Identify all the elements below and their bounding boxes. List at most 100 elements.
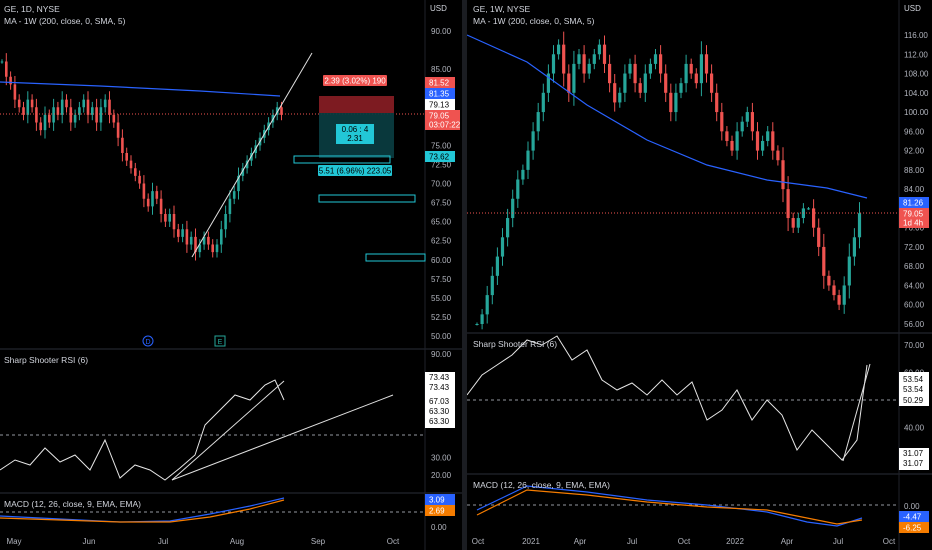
left-chart-panel[interactable]: 90.0085.0080.0075.0072.5070.0067.5065.00… [0, 0, 462, 550]
candle-body [720, 112, 724, 132]
rsi-trendline-1[interactable] [171, 380, 285, 481]
ma-legend[interactable]: MA - 1W (200, close, 0, SMA, 5) [4, 16, 126, 26]
candle-body [95, 107, 98, 123]
price-tick: 52.50 [431, 313, 452, 322]
price-label-white-text: 79.13 [429, 101, 450, 110]
price-tick: 40.00 [904, 424, 925, 433]
candle-body [215, 244, 219, 253]
symbol-title[interactable]: GE, 1W, NYSE [473, 4, 531, 14]
last-price-label [425, 110, 460, 130]
candle-body [643, 73, 647, 93]
candle-body [730, 140, 734, 151]
candle-body [151, 191, 154, 207]
right-chart-panel[interactable]: 116.00 112.00 108.00 104.00 100.00 96.00 92.00… [467, 0, 932, 550]
candle-body [567, 73, 571, 93]
dividend-icon[interactable] [142, 335, 154, 347]
macd-label-orange [899, 522, 929, 533]
price-box-3[interactable] [365, 253, 426, 262]
price-tick: 72.50 [431, 160, 452, 169]
price-tick: 75.00 [431, 141, 452, 150]
rsi-trendline[interactable] [842, 363, 871, 462]
candle-body [129, 160, 133, 169]
rsi-value-label: 31.07 [903, 449, 924, 458]
price-box-2[interactable] [318, 194, 416, 203]
candle-body [725, 131, 729, 141]
candle-body [659, 54, 663, 74]
price-tick: 56.00 [904, 320, 925, 329]
candle-body [852, 237, 856, 257]
macd-legend[interactable]: MACD (12, 26, close, 9, EMA, EMA) [473, 480, 610, 490]
trendline-drawing[interactable] [191, 52, 313, 258]
candle-body [628, 63, 632, 74]
rsi-trendline-2[interactable] [171, 394, 394, 481]
candle-body [613, 83, 617, 103]
panel-divider[interactable] [462, 0, 467, 550]
countdown-text: 03:07:22 [429, 121, 461, 130]
candle-body [812, 208, 816, 228]
price-label-cyan-text: 73.62 [429, 153, 450, 162]
earnings-icon[interactable] [214, 335, 226, 347]
candle-body [837, 295, 841, 305]
candle-body [786, 189, 790, 219]
macd-legend[interactable]: MACD (12, 26, close, 9, EMA, EMA) [4, 499, 141, 509]
candle-body [0, 61, 4, 63]
right-chart-canvas[interactable]: 116.00 112.00 108.00 104.00 100.00 96.00 92.00… [467, 0, 932, 550]
macd-label-blue-text: -4.47 [903, 513, 922, 522]
position-stop-zone[interactable] [319, 96, 394, 113]
candle-body [536, 112, 540, 132]
candle-body [69, 107, 73, 123]
price-tick: 50.00 [431, 332, 452, 341]
candle-body [168, 214, 171, 222]
ma-legend[interactable]: MA - 1W (200, close, 0, SMA, 5) [473, 16, 595, 26]
price-tick: 76.00 [904, 224, 925, 233]
rsi-value-label: 63.30 [429, 407, 450, 416]
candle-body [275, 107, 279, 115]
left-chart-canvas[interactable]: 90.0085.0080.0075.0072.5070.0067.5065.00… [0, 0, 462, 550]
price-tick: 90.00 [431, 350, 452, 359]
candle-body [827, 275, 831, 286]
time-tick: Oct [883, 537, 896, 546]
candle-body [557, 44, 561, 55]
symbol-title[interactable]: GE, 1D, NYSE [4, 4, 60, 14]
candle-body [43, 114, 47, 131]
candle-body [699, 54, 703, 84]
price-tick: 60.00 [431, 256, 452, 265]
candle-body [490, 275, 494, 296]
candle-body [65, 99, 68, 108]
rsi-line [467, 335, 868, 461]
candle-body [791, 218, 795, 228]
candle-body [735, 131, 739, 151]
price-tick: 96.00 [904, 127, 925, 136]
candle-body [755, 131, 760, 151]
candle-body [475, 324, 479, 325]
candle-body [5, 61, 8, 77]
candle-body [592, 54, 596, 64]
candle-body [198, 244, 202, 253]
candle-body [551, 54, 556, 74]
candle-body [847, 256, 851, 286]
rsi-value-label: 63.30 [429, 417, 450, 426]
macd-label-orange-text: 2.69 [429, 507, 445, 516]
candle-body [602, 44, 607, 64]
time-tick: 2021 [522, 537, 540, 546]
rsi-legend[interactable]: Sharp Shooter RSI (6) [473, 339, 558, 349]
rsi-value-label: 31.07 [903, 459, 924, 468]
candle-body [82, 99, 85, 108]
price-box-1[interactable] [293, 155, 391, 164]
candle-body [26, 99, 30, 115]
rsi-legend[interactable]: Sharp Shooter RSI (6) [4, 355, 89, 365]
candle-body [48, 114, 51, 123]
time-tick: 2022 [726, 537, 744, 546]
candle-body [669, 92, 673, 113]
rsi-value-label: 67.03 [429, 397, 450, 406]
rsi-value-label: 53.54 [903, 385, 924, 394]
price-label-ma [425, 88, 455, 99]
candle-body [842, 285, 846, 305]
time-tick: Oct [472, 537, 485, 546]
time-tick: Jul [627, 537, 637, 546]
candle-body [155, 191, 159, 199]
price-tick: 70.00 [904, 341, 925, 350]
rsi-labels-box [899, 372, 929, 406]
ma-line [0, 81, 281, 97]
candle-body [185, 229, 189, 245]
